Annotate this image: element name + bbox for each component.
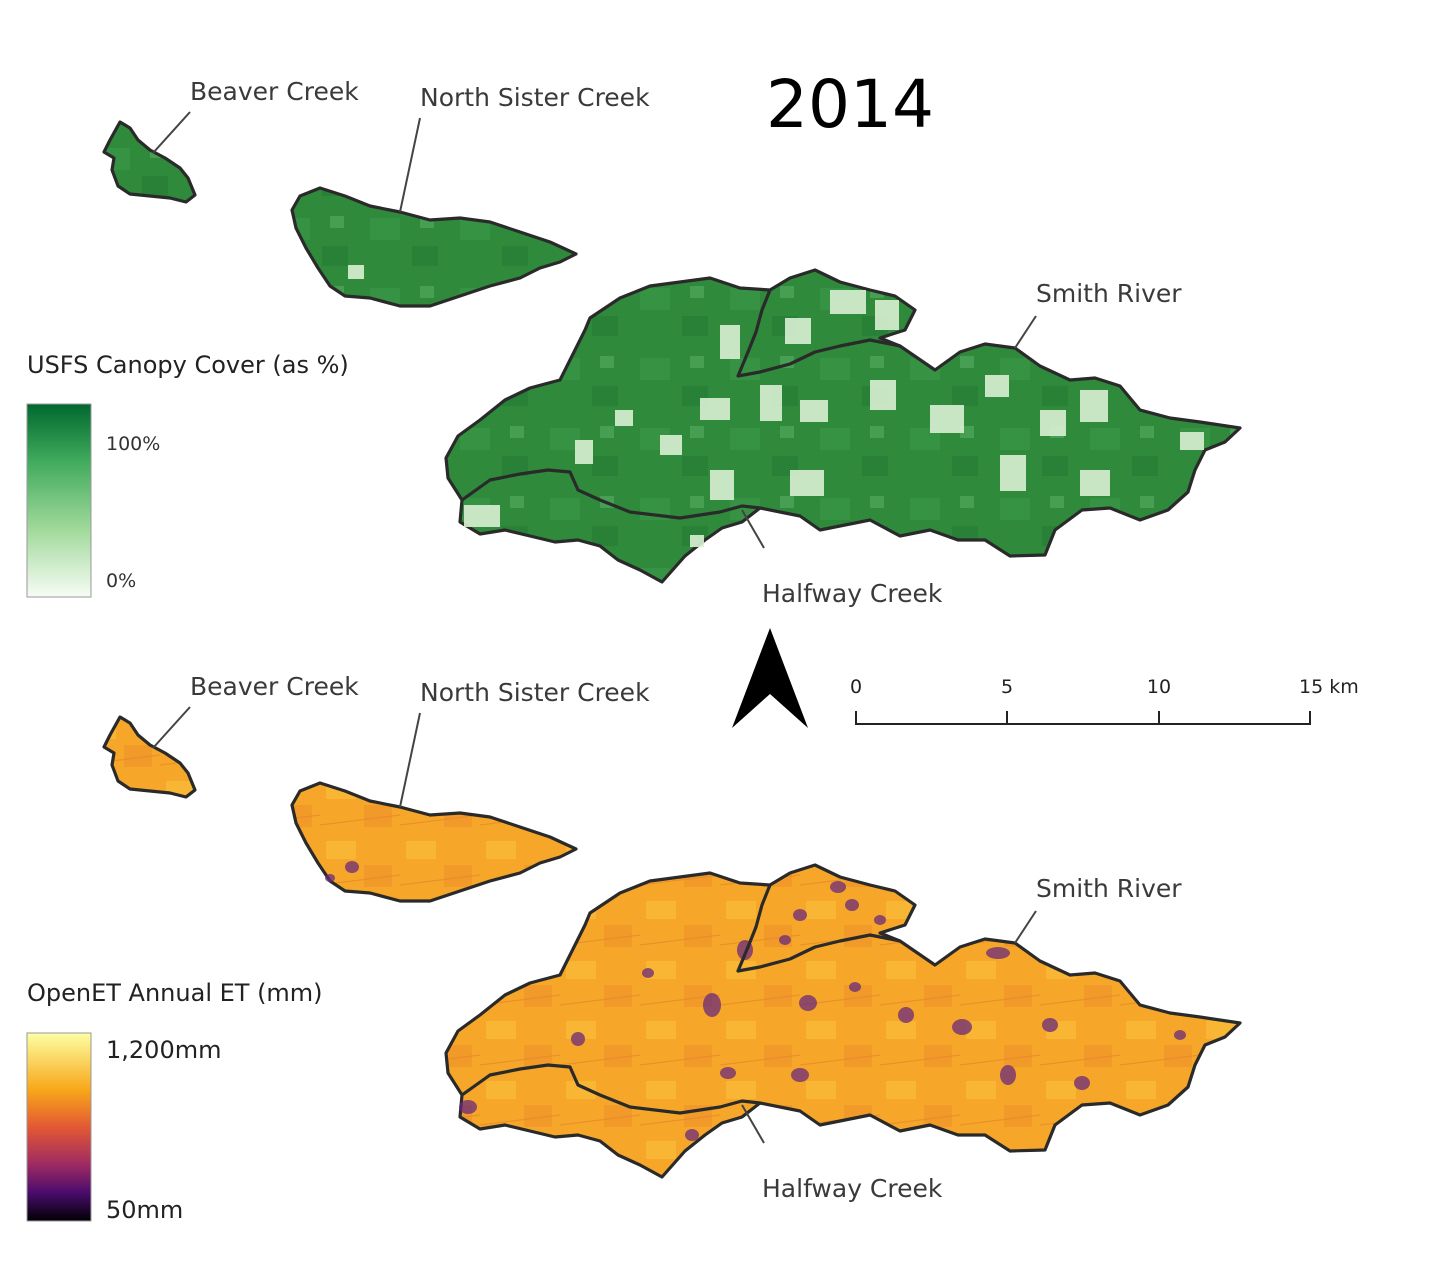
canopy-north-sister-creek-watershed [290,186,578,308]
et-north-sister-creek-label: North Sister Creek [420,678,650,707]
canopy-legend-min-label: 0% [106,570,136,592]
canopy-clearing [985,375,1009,397]
canopy-beaver-creek-watershed [102,120,197,204]
canopy-clearing [1080,390,1108,422]
canopy-clearing [875,300,899,330]
et-low-patch [845,899,859,911]
et-low-patch [1042,1018,1058,1032]
canopy-clearing [1040,410,1066,436]
canopy-halfway-creek-label: Halfway Creek [762,579,943,608]
scale-bar: 0 5 10 15 km [850,676,1359,725]
canopy-clearing [348,265,364,279]
et-legend-title: OpenET Annual ET (mm) [27,979,323,1007]
et-smith-river-leader [1014,910,1037,944]
et-low-patch [1174,1030,1186,1040]
canopy-clearing [575,440,593,464]
canopy-smith-river-leader [1014,315,1037,349]
et-panel: Beaver Creek North Sister Creek Smith Ri… [26,672,1242,1224]
canopy-north-sister-creek-leader [399,117,421,213]
canopy-legend-max-label: 100% [106,433,160,455]
et-halfway-creek-label: Halfway Creek [762,1174,943,1203]
scale-tick-10: 10 [1147,676,1171,698]
canopy-smith-river-label: Smith River [1036,279,1182,308]
et-low-patch [345,861,359,873]
et-low-patch [1000,1065,1016,1085]
canopy-clearing [700,398,730,420]
et-low-patch [685,1129,699,1141]
canopy-halfway-creek-leader [741,509,765,549]
canopy-clearing [790,470,824,496]
canopy-north-sister-creek-label: North Sister Creek [420,83,650,112]
et-low-patch [986,947,1010,959]
et-low-patch [898,1007,914,1023]
et-low-patch [849,982,861,992]
et-halfway-creek-leader [741,1104,765,1144]
et-low-patch [779,935,791,945]
canopy-beaver-creek-leader [152,111,191,154]
canopy-clearing [1000,455,1026,491]
figure-title: 2014 [766,66,934,143]
et-low-patch [791,1068,809,1082]
canopy-clearing [760,385,782,421]
et-beaver-creek-leader [152,706,191,749]
scale-tick-15: 15 km [1299,676,1359,698]
et-low-patch [720,1067,736,1079]
et-beaver-creek-watershed [102,715,197,799]
canopy-smith-river-watershed [444,268,1242,584]
et-low-patch [830,881,846,893]
et-low-patches [325,861,1186,1141]
canopy-clearing [464,505,500,527]
et-low-patch [325,874,335,882]
et-smith-river-label: Smith River [1036,874,1182,903]
et-subbasin-boundary-north [736,884,901,973]
et-low-patch [459,1100,477,1114]
et-legend-colorbar [26,1032,92,1222]
et-low-patch [571,1032,585,1046]
et-low-patch [952,1019,972,1035]
et-north-sister-creek-watershed [290,781,578,903]
et-low-patch [799,995,817,1011]
canopy-clearing [930,405,964,433]
et-halfway-creek-boundary [461,1063,761,1115]
et-north-sister-creek-leader [399,712,421,808]
canopy-clearing [1080,470,1110,496]
canopy-clearing [830,290,866,314]
scale-tick-5: 5 [1001,676,1013,698]
canopy-clearings [348,265,1204,547]
et-low-patch [703,993,721,1017]
north-arrow-icon [732,628,808,728]
et-beaver-creek-label: Beaver Creek [190,672,359,701]
canopy-legend-colorbar [26,403,92,598]
canopy-halfway-creek-boundary [461,468,761,520]
et-legend-max-label: 1,200mm [106,1036,221,1064]
canopy-subbasin-boundary-north [736,289,901,378]
canopy-clearing [870,380,896,410]
canopy-clearing [785,318,811,344]
et-low-patch [874,915,886,925]
et-low-patch [1074,1076,1090,1090]
canopy-panel: 2014 [26,66,1242,608]
canopy-clearing [710,470,734,500]
canopy-clearing [800,400,828,422]
scale-tick-0: 0 [850,676,862,698]
canopy-beaver-creek-label: Beaver Creek [190,77,359,106]
canopy-clearing [690,535,704,547]
canopy-clearing [1180,432,1204,450]
et-legend-min-label: 50mm [106,1196,183,1224]
et-smith-river-watershed [444,863,1242,1179]
et-low-patch [793,909,807,921]
canopy-clearing [660,435,682,455]
et-low-patch [642,968,654,978]
canopy-legend-title: USFS Canopy Cover (as %) [27,351,349,379]
canopy-clearing [720,325,740,359]
canopy-clearing [615,410,633,426]
